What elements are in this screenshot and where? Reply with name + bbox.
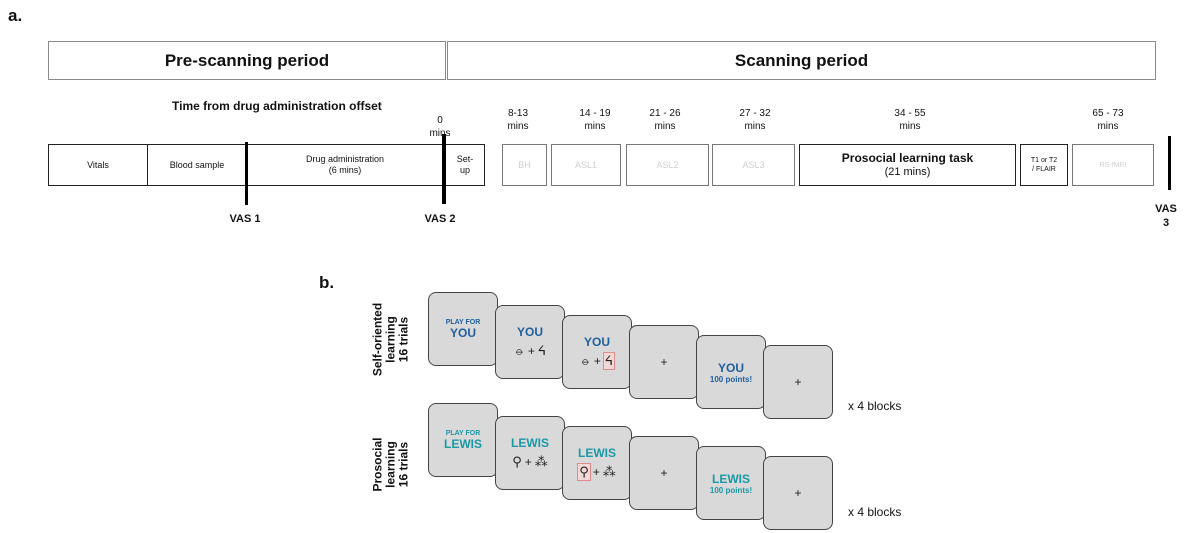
tick-5: 34 - 55 mins [894, 108, 926, 132]
panel-b-label: b. [319, 273, 335, 292]
box-rs-fmri: RS-fMRI [1072, 144, 1154, 186]
vas1-marker [245, 142, 248, 205]
self-blocks-label: x 4 blocks [848, 399, 902, 413]
box-setup: Set-up [445, 144, 485, 186]
self-card-fixation: + [629, 325, 699, 399]
prosocial-card-fixation: + [629, 436, 699, 510]
fixation-plus: + [592, 465, 600, 479]
box-bh: BH [502, 144, 547, 186]
pre-scanning-period: Pre-scanning period [48, 41, 446, 80]
box-asl1: ASL1 [551, 144, 621, 186]
tick-0: 0 mins [429, 115, 451, 139]
self-stimulus-right-icon: ᔦ [537, 343, 547, 358]
box-t1-t2-flair: T1 or T2/ FLAIR [1020, 144, 1068, 186]
vas2-marker [442, 134, 446, 204]
prosocial-blocks-label: x 4 blocks [848, 505, 902, 519]
prosocial-stimulus-left-icon: ⚲ [512, 454, 522, 469]
fixation-plus: + [527, 344, 535, 358]
tick-1: 8-13 mins [507, 108, 529, 132]
fixation-plus: + [593, 354, 601, 368]
box-drug-administration: Drug administration (6 mins) [246, 144, 444, 186]
box-vitals: Vitals [48, 144, 148, 186]
prosocial-card-fixation-end: + [763, 456, 833, 530]
vas2-label: VAS 2 [424, 213, 456, 225]
prosocial-stimulus-right-icon: ⁂ [602, 464, 616, 479]
prosocial-selected-stimulus-icon: ⚲ [577, 463, 591, 481]
prosocial-card-selected: LEWIS ⚲ + ⁂ [562, 426, 632, 500]
self-card-selected: YOU ⦵ + ᔦ [562, 315, 632, 389]
self-selected-stimulus-icon: ᔦ [602, 352, 616, 370]
box-asl2: ASL2 [626, 144, 709, 186]
self-card-feedback: YOU 100 points! [696, 335, 766, 409]
scanning-period: Scanning period [447, 41, 1156, 80]
self-card-play-for: PLAY FOR YOU [428, 292, 498, 366]
prosocial-card-choice: LEWIS ⚲ + ⁂ [495, 416, 565, 490]
self-card-choice: YOU ⦵ + ᔦ [495, 305, 565, 379]
prosocial-stimulus-right-icon: ⁂ [534, 454, 548, 469]
prosocial-card-play-for: PLAY FOR LEWIS [428, 403, 498, 477]
box-blood-sample: Blood sample [147, 144, 247, 186]
box-prosocial-task: Prosocial learning task (21 mins) [799, 144, 1016, 186]
self-card-fixation-end: + [763, 345, 833, 419]
vas3-marker [1168, 136, 1171, 190]
prosocial-row-label: Prosocial learning 16 trials [370, 437, 411, 492]
tick-6: 65 - 73 mins [1092, 108, 1124, 132]
self-oriented-row-label: Self-oriented learning 16 trials [370, 302, 411, 377]
tick-3: 21 - 26 mins [649, 108, 681, 132]
panel-a-label: a. [8, 6, 23, 25]
vas1-label: VAS 1 [229, 213, 261, 225]
prosocial-card-feedback: LEWIS 100 points! [696, 446, 766, 520]
box-asl3: ASL3 [712, 144, 795, 186]
self-stimulus-left-icon: ⦵ [513, 343, 525, 358]
vas3-label: VAS 3 [1155, 203, 1177, 229]
self-stimulus-left-icon: ⦵ [579, 353, 591, 368]
fixation-plus: + [524, 455, 532, 469]
time-header: Time from drug administration offset [172, 99, 382, 113]
tick-2: 14 - 19 mins [579, 108, 611, 132]
tick-4: 27 - 32 mins [739, 108, 771, 132]
